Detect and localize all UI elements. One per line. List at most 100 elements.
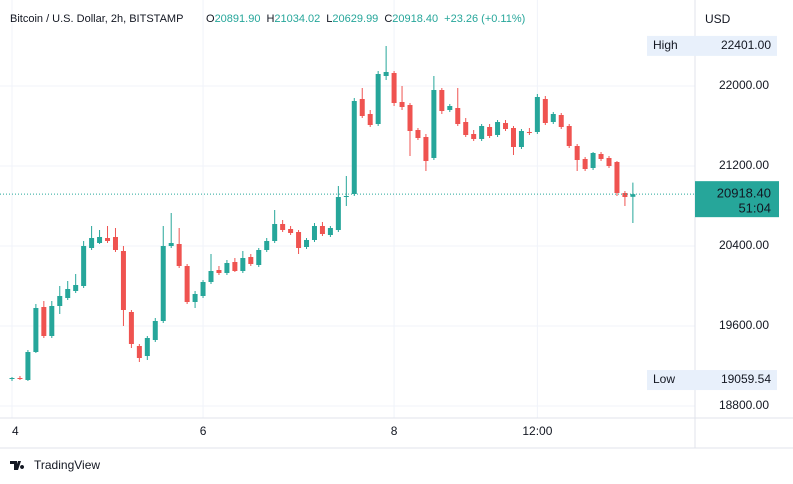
candle-body <box>463 122 469 135</box>
last-price-value: 20918.40 <box>717 186 771 201</box>
candle-body <box>335 197 341 230</box>
candle-body <box>510 128 516 147</box>
candle-body <box>152 321 158 340</box>
change: +23.26 (+0.11%) <box>444 13 525 25</box>
candle-body <box>304 240 310 247</box>
x-tick-label: 6 <box>200 424 207 438</box>
candle-body <box>25 352 31 380</box>
y-tick-label: 18800.00 <box>719 398 769 412</box>
candle-body <box>144 338 150 356</box>
candle-body <box>534 97 540 132</box>
candle-body <box>105 238 111 241</box>
low-marker-label: Low <box>653 372 675 386</box>
candle-body <box>343 196 349 197</box>
candle-body <box>272 224 278 241</box>
chart-title: Bitcoin / U.S. Dollar, 2h, BITSTAMP <box>10 13 183 25</box>
candle-body <box>311 226 317 240</box>
candle-body <box>375 74 381 124</box>
candle-body <box>574 146 580 160</box>
candle-body <box>351 101 357 194</box>
ohlc-value: 20629.99 <box>332 13 378 25</box>
candle-body <box>112 237 118 250</box>
candle-body <box>383 72 389 76</box>
candle-body <box>280 224 286 230</box>
ohlc-values: O20891.90 H21034.02 L20629.99 C20918.40 +23.… <box>206 13 525 25</box>
candles <box>9 46 636 381</box>
ohlc-key: C <box>384 13 392 25</box>
candle-body <box>503 123 509 129</box>
candle-body <box>33 308 39 352</box>
candle-body <box>160 246 166 321</box>
x-tick-label: 8 <box>391 424 398 438</box>
candle-body <box>391 73 397 103</box>
y-tick-label: 22000.00 <box>719 78 769 92</box>
candle-body <box>49 306 55 336</box>
y-tick-label: 19600.00 <box>719 318 769 332</box>
y-tick-label: 21200.00 <box>719 158 769 172</box>
countdown: 51:04 <box>738 201 771 216</box>
candle-body <box>471 134 477 139</box>
candle-body <box>614 162 620 193</box>
candle-body <box>542 99 548 123</box>
candle-body <box>431 90 437 158</box>
candle-body <box>120 251 126 310</box>
candle-body <box>518 131 524 147</box>
candle-body <box>582 159 588 169</box>
candle-body <box>81 246 87 286</box>
candle-body <box>288 229 294 233</box>
candle-body <box>9 378 15 379</box>
candle-body <box>550 114 556 122</box>
ohlc-value: 21034.02 <box>274 13 320 25</box>
candle-body <box>487 127 493 136</box>
candle-body <box>590 153 596 168</box>
candle-body <box>168 243 174 246</box>
candle-body <box>407 105 413 131</box>
candle-body <box>200 282 206 296</box>
candle-body <box>455 108 461 124</box>
candle-body <box>327 228 333 235</box>
x-tick-label: 12:00 <box>522 424 552 438</box>
y-tick-label: 20400.00 <box>719 238 769 252</box>
candle-body <box>367 114 373 125</box>
ohlc-key: H <box>266 13 274 25</box>
candle-body <box>606 158 612 166</box>
high-marker-box <box>647 35 777 56</box>
high-marker-label: High <box>653 38 678 52</box>
candle-body <box>73 285 79 291</box>
candle-body <box>439 90 445 111</box>
brand: TradingView <box>34 458 100 472</box>
candle-body <box>495 122 501 135</box>
candle-body <box>256 250 262 265</box>
candle-body <box>526 132 532 133</box>
high-marker-value: 22401.00 <box>721 38 771 52</box>
candle-body <box>57 296 63 306</box>
candle-body <box>248 257 254 264</box>
candle-body <box>192 294 198 302</box>
low-marker-box <box>647 370 777 391</box>
candle-body <box>598 154 604 159</box>
candle-body <box>296 232 302 248</box>
candle-body <box>558 115 564 127</box>
candle-body <box>184 266 190 302</box>
ohlc-value: 20891.90 <box>215 13 261 25</box>
candle-body <box>17 378 23 379</box>
ohlc-key: L <box>326 13 332 25</box>
candle-body <box>128 312 134 344</box>
candle-body <box>224 263 230 273</box>
logo: TradingView <box>10 458 100 472</box>
candle-body <box>359 99 365 116</box>
candle-body <box>264 241 270 250</box>
candle-body <box>240 258 246 271</box>
candle-body <box>97 237 103 243</box>
candle-body <box>622 193 628 197</box>
candle-body <box>566 126 572 146</box>
candle-body <box>399 102 405 107</box>
low-marker-value: 19059.54 <box>721 372 771 386</box>
candle-body <box>41 307 47 336</box>
candle-body <box>176 244 182 266</box>
ohlc-value: 20918.40 <box>392 13 438 25</box>
ohlc-legend: O20891.90 H21034.02 L20629.99 C20918.40 +23.… <box>206 13 525 25</box>
candle-body <box>447 106 453 110</box>
